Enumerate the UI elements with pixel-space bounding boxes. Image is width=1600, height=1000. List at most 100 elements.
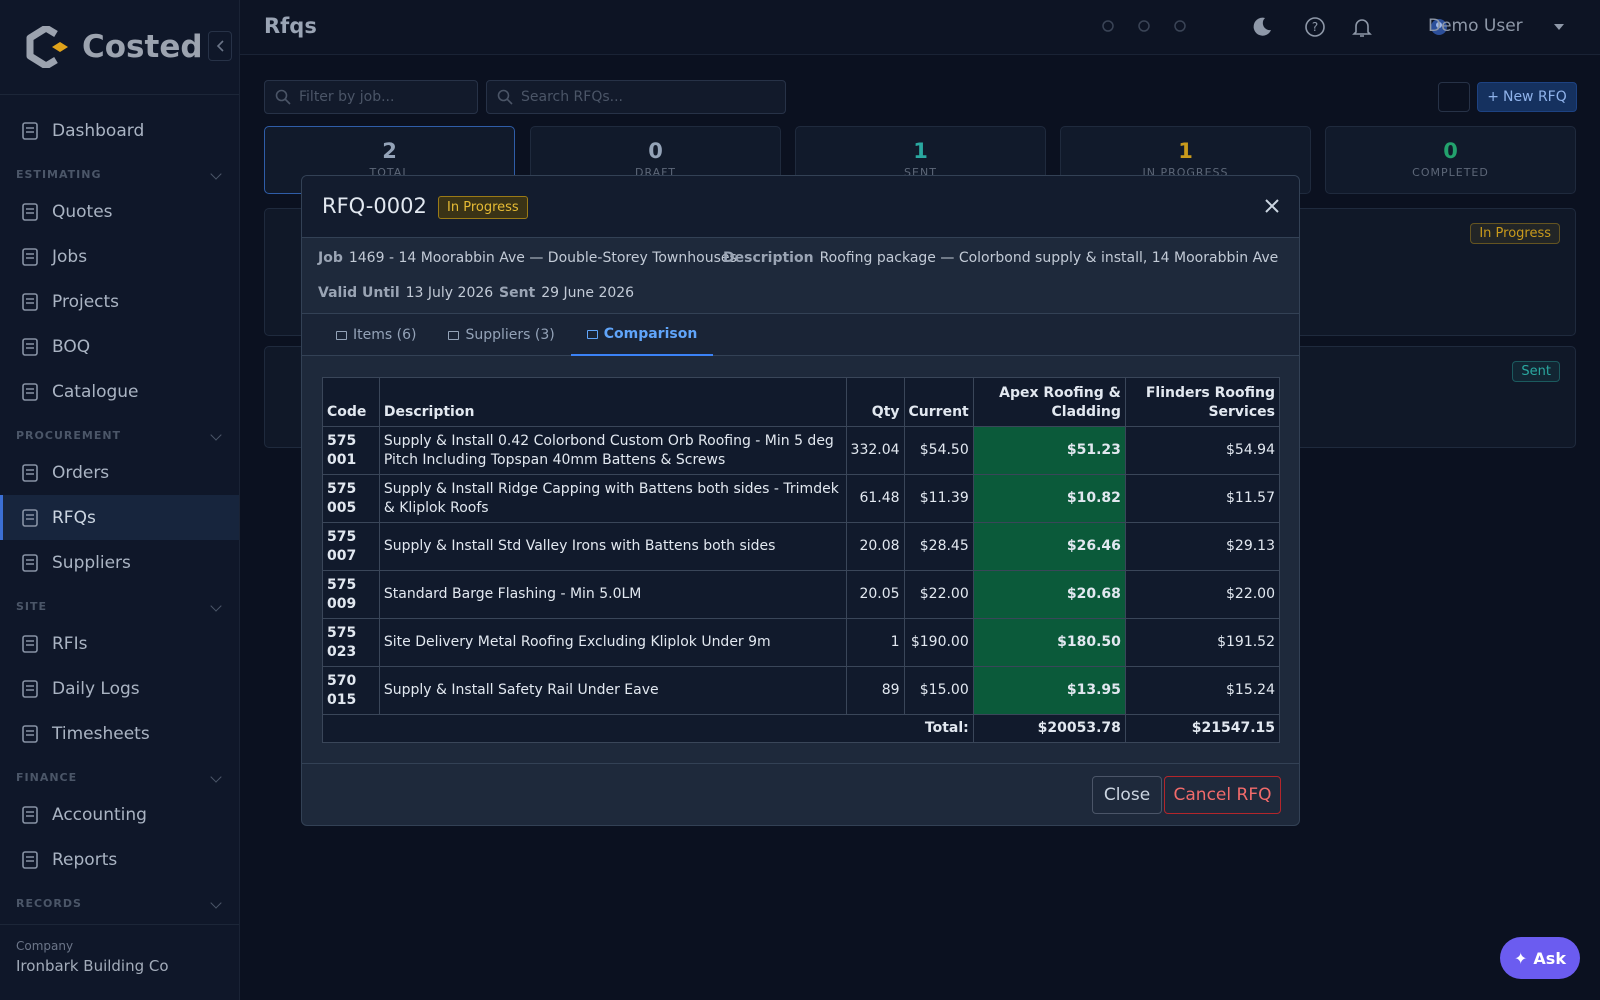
field-label: Description	[723, 250, 814, 266]
nav-item[interactable]: BOQ	[0, 324, 239, 369]
theme-toggle[interactable]	[1250, 15, 1274, 39]
nav-icon	[22, 463, 38, 482]
nav-item[interactable]: Projects	[0, 279, 239, 324]
brand-logo	[26, 26, 68, 68]
user-menu[interactable]: Demo User	[1428, 16, 1523, 36]
modal-header: RFQ-0002 In Progress	[302, 176, 1299, 238]
tab[interactable]: Suppliers (3)	[432, 314, 570, 356]
nav-section[interactable]: PROCUREMENT	[0, 414, 239, 450]
nav-label: RFIs	[52, 633, 88, 654]
rfq-modal: RFQ-0002 In Progress Job 1469 - 14 Moorab…	[301, 175, 1300, 826]
nav-icon	[22, 292, 38, 311]
nav-section[interactable]: FINANCE	[0, 756, 239, 792]
nav-section[interactable]: ESTIMATING	[0, 153, 239, 189]
nav-item[interactable]: Daily Logs	[0, 666, 239, 711]
search-input[interactable]: Search RFQs...	[486, 80, 786, 114]
code-cell: 575 001	[322, 426, 380, 475]
topbar: ?	[240, 0, 1600, 55]
section-title: SITE	[16, 600, 48, 613]
cell: $20.68	[972, 570, 1126, 619]
section-caret	[210, 771, 222, 783]
cell: $22.00	[1124, 570, 1281, 619]
search-icon	[497, 89, 513, 105]
table-row: 575 001 Supply & Install 0.42 Colorbond C…	[322, 426, 1281, 475]
header-row: Code Description Qty Current Apex Roofing & …	[322, 377, 1281, 427]
nav-item[interactable]: Quotes	[0, 189, 239, 234]
total-row: Total: $20053.78 $21547.15	[322, 714, 1281, 743]
column-header: Current	[903, 377, 974, 427]
tab-icon	[586, 329, 598, 339]
stat-value: 2	[382, 139, 397, 163]
field-value: 29 June 2026	[541, 285, 635, 301]
svg-text:?: ?	[1312, 20, 1318, 34]
cell: $13.95	[972, 666, 1126, 715]
stat-card[interactable]: 0 COMPLETED	[1325, 126, 1576, 194]
section-title: PROCUREMENT	[16, 429, 122, 442]
nav-icon	[22, 247, 38, 266]
divider	[302, 763, 1299, 764]
nav-item[interactable]: Orders	[0, 450, 239, 495]
nav-item[interactable]: Jobs	[0, 234, 239, 279]
tab-label: Items (6)	[353, 327, 417, 343]
new-rfq-button[interactable]: + New RFQ	[1477, 82, 1577, 112]
comparison-table: Code Description Qty Current Apex Roofing & …	[322, 377, 1281, 743]
cell: $11.39	[903, 474, 974, 523]
table-row: 575 023 Site Delivery Metal Roofing Exclu…	[322, 618, 1281, 667]
nav-item[interactable]: Accounting	[0, 792, 239, 837]
ask-label: Ask	[1533, 948, 1566, 968]
brand[interactable]: Costed	[26, 26, 203, 68]
help-icon[interactable]: ?	[1303, 15, 1327, 39]
nav-item[interactable]: Timesheets	[0, 711, 239, 756]
tab-icon	[336, 330, 347, 340]
nav-label: Orders	[52, 462, 110, 483]
nav-icon	[22, 679, 38, 698]
nav-item[interactable]: RFQs	[0, 495, 239, 540]
search-placeholder: Search RFQs...	[521, 89, 623, 105]
cell: 89	[845, 666, 905, 715]
tab[interactable]: Comparison	[570, 314, 714, 356]
nav-section[interactable]: RECORDS	[0, 882, 239, 918]
nav-item[interactable]: Catalogue	[0, 369, 239, 414]
nav-item[interactable]: RFIs	[0, 621, 239, 666]
new-rfq-label: New RFQ	[1502, 89, 1567, 105]
tab[interactable]: Items (6)	[320, 314, 432, 356]
section-caret	[210, 600, 222, 612]
filter-input[interactable]: Filter by job...	[264, 80, 478, 114]
stat-value: 0	[1443, 139, 1458, 163]
code-cell: 575 023	[322, 618, 380, 667]
nav-label: BOQ	[52, 336, 91, 357]
nav-section[interactable]: SITE	[0, 585, 239, 621]
cell: Standard Barge Flashing - Min 5.0LM	[378, 570, 847, 619]
nav-item[interactable]: Suppliers	[0, 540, 239, 585]
code-cell: 575 007	[322, 522, 380, 571]
notifications-icon[interactable]	[1350, 15, 1374, 39]
search-icon	[275, 89, 291, 105]
nav-item[interactable]: Dashboard	[0, 108, 239, 153]
close-button[interactable]: Close	[1092, 776, 1162, 814]
refresh-button[interactable]	[1438, 82, 1470, 112]
collapse-button[interactable]	[208, 31, 232, 61]
status-badge: In Progress	[1470, 223, 1560, 244]
cell: Supply & Install 0.42 Colorbond Custom O…	[378, 426, 847, 475]
cancel-rfq-button[interactable]: Cancel RFQ	[1164, 776, 1281, 814]
code-cell: 570 015	[322, 666, 380, 715]
status-badge: In Progress	[438, 196, 528, 219]
cell: 61.48	[845, 474, 905, 523]
table-row: 575 009 Standard Barge Flashing - Min 5.0…	[322, 570, 1281, 619]
chevron-icon	[216, 40, 224, 52]
ask-button[interactable]: ✦ Ask	[1500, 937, 1580, 979]
stat-value: 1	[913, 139, 928, 163]
cell: Site Delivery Metal Roofing Excluding Kl…	[378, 618, 847, 667]
nav-label: Suppliers	[52, 552, 131, 573]
section-caret	[210, 429, 222, 441]
section-caret	[210, 168, 222, 180]
section-title: RECORDS	[16, 897, 82, 910]
user-icon	[1431, 19, 1447, 35]
company-name: Ironbark Building Co	[16, 957, 169, 975]
nav-item[interactable]: Reports	[0, 837, 239, 882]
close-icon[interactable]	[1262, 196, 1282, 216]
cell: 332.04	[845, 426, 905, 475]
nav-icon	[22, 724, 38, 743]
